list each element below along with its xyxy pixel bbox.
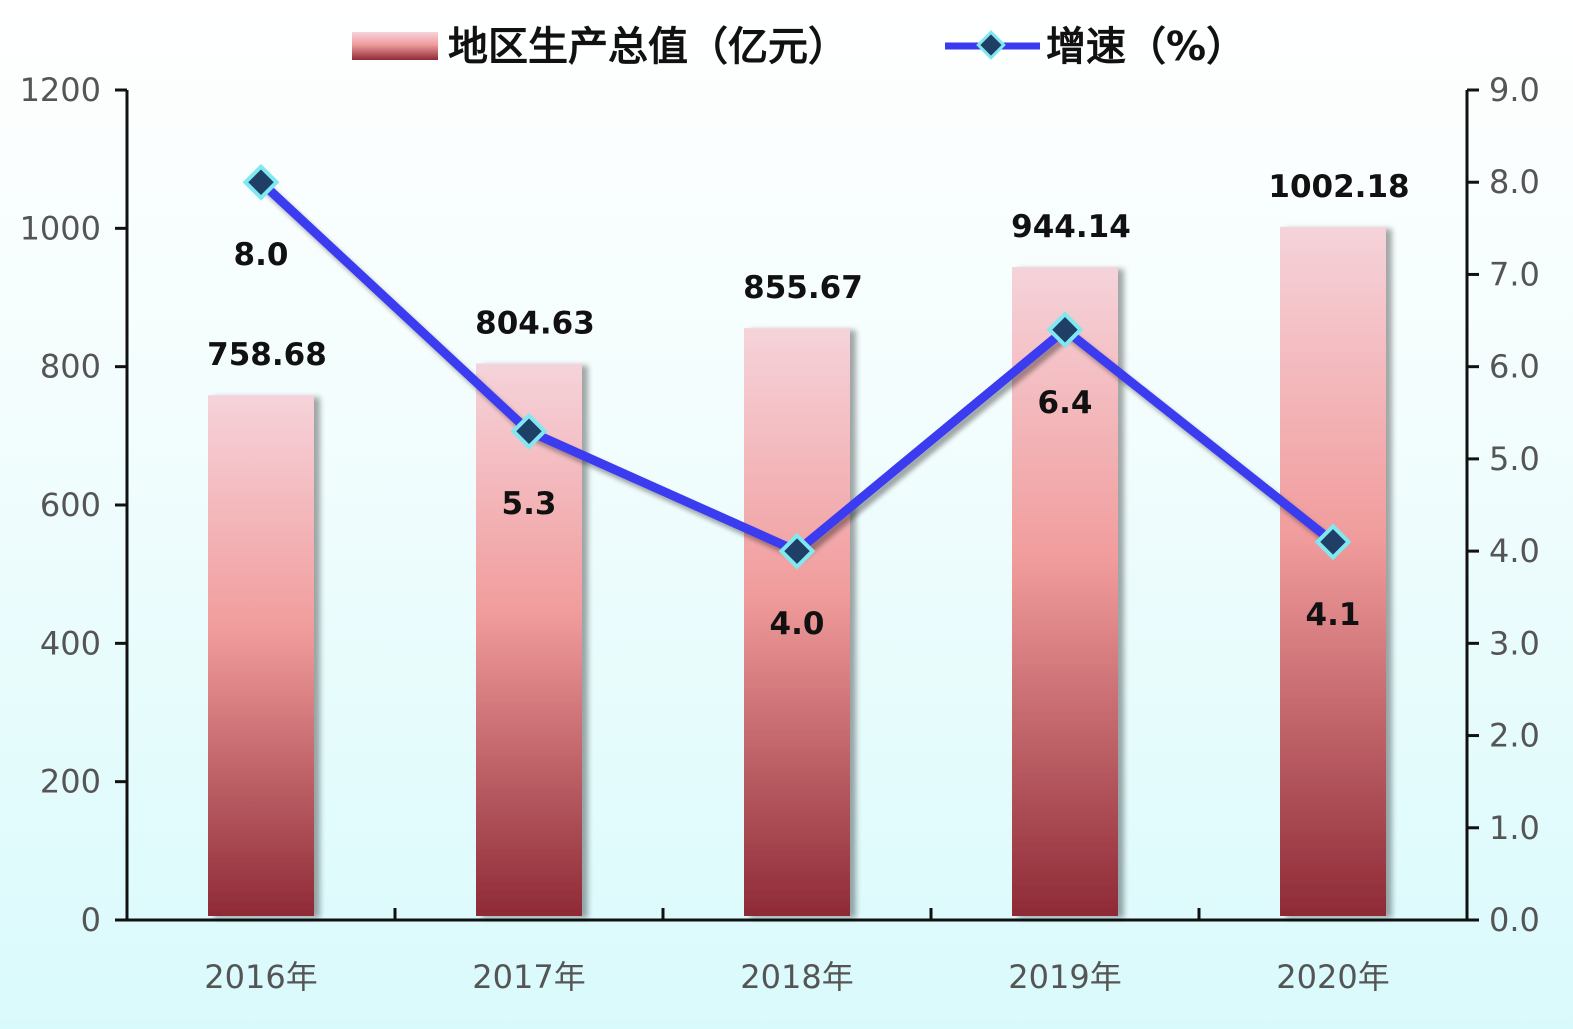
y-left-tick-label: 600 <box>40 486 101 524</box>
growth-data-label: 8.0 <box>234 237 289 273</box>
y-left-tick-label: 800 <box>40 348 101 386</box>
bar <box>208 395 314 916</box>
legend-line-marker <box>976 30 1006 60</box>
legend-bar-label: 地区生产总值（亿元） <box>448 24 848 70</box>
bar <box>476 363 582 917</box>
x-tick-label: 2016年 <box>204 958 317 996</box>
y-left-tick-label: 1000 <box>20 209 101 247</box>
growth-marker <box>242 163 280 201</box>
line-labels: 8.0 5.3 4.0 6.4 4.1 <box>234 237 1361 642</box>
bar-data-label: 855.67 <box>743 270 863 306</box>
y-left-tick-label: 0 <box>81 901 101 939</box>
y-left-tick-label: 1200 <box>20 71 101 109</box>
y-right-tick-label: 0.0 <box>1489 901 1540 939</box>
bar <box>1012 266 1118 916</box>
growth-marker <box>1046 311 1084 349</box>
x-tick-label: 2017年 <box>472 958 585 996</box>
growth-data-label: 5.3 <box>502 486 557 522</box>
growth-line-group <box>242 163 1352 570</box>
y-right-tick-label: 6.0 <box>1489 348 1540 386</box>
x-tick-label: 2020年 <box>1276 958 1389 996</box>
growth-data-label: 4.0 <box>770 606 825 642</box>
growth-data-label: 4.1 <box>1306 597 1361 633</box>
y-left-tick-label: 200 <box>40 763 101 801</box>
bar <box>744 328 850 916</box>
bar-data-label: 1002.18 <box>1268 169 1409 205</box>
y-right-tick-label: 1.0 <box>1489 809 1540 847</box>
bar-data-label: 944.14 <box>1011 209 1131 245</box>
y-left-tick-label: 400 <box>40 624 101 662</box>
legend-bar-swatch <box>352 32 438 60</box>
y-right-tick-label: 9.0 <box>1489 71 1540 109</box>
y-right-tick-label: 7.0 <box>1489 255 1540 293</box>
legend: 地区生产总值（亿元） 增速（%） <box>352 24 1246 70</box>
y-right-tick-label: 5.0 <box>1489 440 1540 478</box>
y-right-tick-label: 2.0 <box>1489 717 1540 755</box>
growth-marker <box>1314 523 1352 561</box>
y-right-tick-label: 4.0 <box>1489 532 1540 570</box>
growth-data-label: 6.4 <box>1038 385 1093 421</box>
bars <box>208 226 1386 917</box>
y-right-tick-label: 8.0 <box>1489 163 1540 201</box>
x-tick-label: 2018年 <box>740 958 853 996</box>
y-right-tick-label: 3.0 <box>1489 624 1540 662</box>
bar-labels: 758.68 804.63 855.67 944.14 1002.18 <box>207 169 1409 373</box>
growth-marker <box>778 532 816 570</box>
bar <box>1280 226 1386 916</box>
x-tick-label: 2019年 <box>1008 958 1121 996</box>
growth-marker <box>510 412 548 450</box>
legend-line-label: 增速（%） <box>1046 24 1246 70</box>
axes: 0 200 400 600 800 1000 1200 0.0 1.0 2.0 3.0 4.0 5.0 6… <box>20 71 1540 996</box>
bar-data-label: 758.68 <box>207 337 327 373</box>
bar-data-label: 804.63 <box>475 305 595 341</box>
